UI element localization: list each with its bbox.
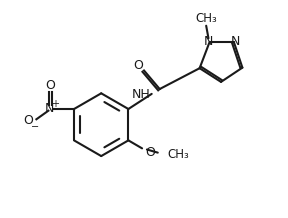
Text: O: O [146, 146, 156, 158]
Text: CH₃: CH₃ [195, 12, 217, 25]
Text: N: N [231, 35, 240, 48]
Text: NH: NH [132, 88, 151, 101]
Text: O: O [23, 114, 33, 128]
Text: +: + [51, 99, 59, 109]
Text: N: N [45, 102, 54, 115]
Text: O: O [46, 78, 56, 92]
Text: O: O [133, 59, 143, 72]
Text: −: − [31, 122, 39, 132]
Text: N: N [204, 35, 213, 48]
Text: CH₃: CH₃ [168, 148, 190, 161]
